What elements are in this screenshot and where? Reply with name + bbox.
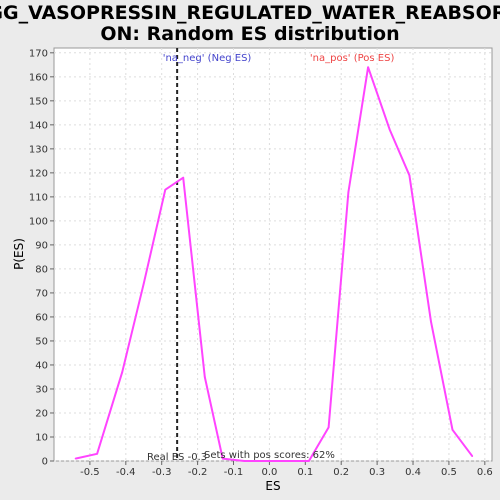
neg-es-label: 'na_neg' (Neg ES) [163, 53, 252, 64]
x-tick-label: -0.3 [152, 467, 172, 478]
y-tick-label: 80 [35, 264, 48, 275]
x-tick-label: 0.4 [405, 467, 421, 478]
y-tick-label: 10 [35, 432, 48, 443]
data-point [203, 376, 206, 378]
y-tick-label: 110 [29, 192, 48, 203]
y-tick-label: 30 [35, 384, 48, 395]
y-tick-label: 90 [35, 240, 48, 251]
x-tick-label: 0.1 [297, 467, 313, 478]
data-point [367, 66, 369, 69]
y-tick-label: 50 [35, 336, 48, 347]
x-tick-label: 0.2 [333, 467, 349, 478]
data-point [221, 457, 224, 460]
data-point [74, 457, 77, 460]
x-tick-label: 0.0 [261, 467, 277, 478]
x-tick-label: 0.5 [441, 467, 457, 478]
data-point [243, 460, 246, 462]
data-point [408, 174, 411, 177]
x-tick-label: 0.6 [477, 467, 493, 478]
pos-scores-text: Sets with pos scores: 62% [204, 450, 335, 461]
data-point [96, 452, 98, 455]
x-tick-label: -0.5 [80, 467, 100, 478]
x-tick-label: -0.2 [188, 467, 208, 478]
y-tick-label: 0 [42, 457, 48, 468]
y-tick-label: 60 [35, 312, 48, 323]
x-tick-label: -0.4 [116, 467, 136, 478]
data-point [265, 460, 267, 462]
data-point [347, 191, 350, 193]
x-axis-label: ES [265, 479, 280, 493]
y-tick-label: 160 [29, 72, 48, 83]
data-point [308, 460, 310, 462]
data-point [286, 460, 289, 462]
y-tick-label: 70 [35, 288, 48, 299]
y-tick-label: 40 [35, 360, 48, 371]
plot-area [53, 47, 493, 462]
data-point [142, 282, 145, 285]
y-tick-label: 100 [29, 216, 48, 227]
x-tick-label: -0.1 [224, 467, 244, 478]
data-point [164, 188, 167, 191]
data-point [121, 371, 124, 373]
x-axis-ticks: -0.5 -0.4 -0.3 -0.2 -0.1 0.0 0.1 0.2 0.3 0.4 0.5 0.… [80, 461, 493, 478]
y-tick-label: 130 [29, 144, 48, 155]
series-group [74, 66, 474, 462]
y-axis-label: P(ES) [12, 238, 26, 270]
chart-title-line2: ON: Random ES distribution [100, 23, 399, 45]
data-point [388, 128, 391, 131]
y-tick-label: 20 [35, 408, 48, 419]
data-point [471, 455, 474, 457]
y-tick-label: 170 [29, 48, 48, 59]
y-tick-label: 120 [29, 168, 48, 179]
y-tick-label: 150 [29, 96, 48, 107]
data-point [430, 320, 432, 323]
y-tick-label: 140 [29, 120, 48, 131]
x-tick-label: 0.3 [369, 467, 385, 478]
series-line [75, 66, 474, 462]
pos-es-label: 'na_pos' (Pos ES) [310, 53, 395, 64]
data-point [327, 426, 330, 429]
chart-title-line1: KEGG_VASOPRESSIN_REGULATED_WATER_REABSOR… [0, 2, 500, 24]
data-point [451, 428, 454, 431]
data-point [182, 176, 185, 179]
real-es-text: Real ES -0.3 [147, 452, 207, 463]
y-axis-ticks: 0 10 20 30 40 50 60 70 80 90 100 110 120 130 140 150 160… [29, 48, 54, 468]
